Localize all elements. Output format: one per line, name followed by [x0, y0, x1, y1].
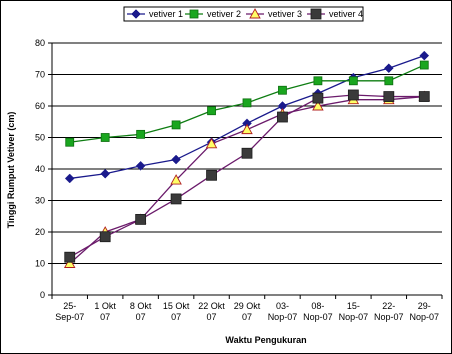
x-tick-label: 1 Okt 07 [94, 301, 116, 322]
data-point [205, 137, 218, 149]
data-point [419, 50, 430, 61]
data-point [100, 133, 110, 142]
x-tick-label: 25-Sep-07 [55, 301, 84, 322]
data-point [313, 76, 323, 86]
series-2 [65, 60, 429, 147]
data-point [384, 76, 394, 86]
y-axis-title: Tinggi Rumput Vetiver (cm) [6, 112, 16, 229]
legend-item: vetiver 1 [127, 9, 183, 19]
data-point [64, 251, 76, 263]
series-4 [64, 89, 430, 263]
data-point [64, 173, 75, 184]
data-point [63, 257, 76, 268]
data-point [100, 168, 111, 179]
data-point [206, 169, 217, 181]
legend-label: vetiver 3 [268, 9, 302, 19]
legend-box [123, 6, 364, 22]
data-point [312, 100, 324, 111]
y-tick-label: 50 [35, 133, 45, 143]
legend-label: vetiver 2 [207, 9, 241, 19]
y-tick-label: 80 [35, 38, 45, 48]
data-point [383, 91, 395, 102]
data-point [171, 154, 181, 165]
data-point [242, 98, 252, 108]
x-tick-labels: 25-Sep-07 1 Okt 07 8 Okt 07 15 Okt 07 22 Okt 07 2… [51, 295, 443, 322]
legend-item: vetiver 2 [185, 9, 241, 19]
y-tick-label: 70 [35, 70, 45, 80]
legend-item: vetiver 4 [307, 8, 363, 20]
data-point [312, 92, 324, 104]
data-point [418, 91, 430, 102]
data-point [135, 160, 146, 171]
data-point [170, 193, 182, 205]
data-point [99, 231, 111, 243]
data-point [241, 123, 253, 135]
data-point [65, 137, 75, 147]
legend-label: vetiver 1 [149, 9, 183, 19]
x-tick-label: 8 Okt 07 [130, 301, 152, 322]
data-point [347, 89, 359, 101]
data-point [277, 111, 288, 123]
data-point [383, 63, 394, 74]
x-axis-title: Waktu Pengukuran [225, 335, 306, 345]
legend-item: vetiver 3 [246, 8, 302, 19]
y-tick-labels: 0 10 20 30 40 50 60 70 80 [35, 38, 52, 300]
data-point [207, 106, 216, 116]
y-tick-label: 30 [35, 196, 45, 206]
x-tick-label: 29-Nop-07 [410, 301, 440, 322]
data-point [136, 129, 146, 139]
legend-marker [249, 8, 261, 19]
y-tick-label: 60 [35, 101, 45, 111]
data-point [348, 76, 358, 86]
y-tick-label: 40 [35, 164, 45, 174]
x-tick-label: 15-Nop-07 [339, 301, 369, 322]
data-point [278, 85, 287, 95]
series-group [63, 50, 431, 268]
data-point [170, 174, 182, 185]
x-tick-label: 03-Nop-07 [268, 301, 298, 322]
x-tick-label: 22-Nop-07 [374, 301, 404, 322]
data-point [171, 120, 181, 130]
y-tick-label: 0 [40, 290, 45, 300]
data-point [135, 213, 147, 225]
x-tick-label: 29 Okt 07 [234, 301, 261, 322]
x-tick-label: 15 Okt 07 [163, 301, 190, 322]
y-tick-label: 20 [35, 227, 45, 237]
data-point [419, 60, 429, 70]
y-tick-label: 10 [35, 259, 45, 269]
legend-marker [131, 9, 141, 19]
data-point [241, 147, 253, 159]
legend: vetiver 1 vetiver 2 vetiver 3 vetiver 4 [123, 6, 364, 22]
x-tick-label: 08-Nop-07 [303, 301, 333, 322]
legend-marker [310, 8, 322, 20]
legend-label: vetiver 4 [329, 9, 363, 19]
legend-marker [189, 9, 199, 19]
x-tick-label: 22 Okt 07 [198, 301, 225, 322]
